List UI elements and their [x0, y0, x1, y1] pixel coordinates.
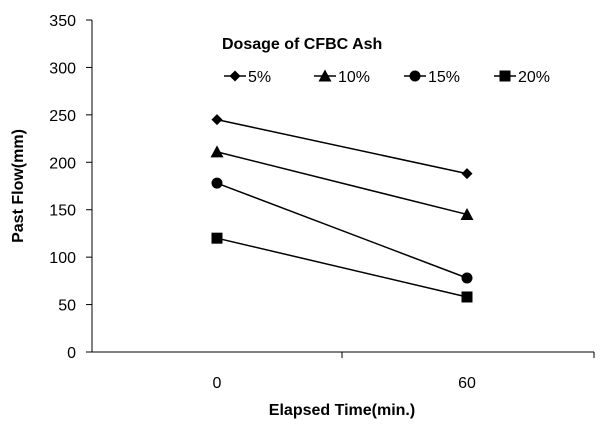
y-tick-label: 50 — [58, 298, 76, 315]
legend: Dosage of CFBC Ash 5% 10% 15% 20% — [222, 36, 550, 86]
y-tick-label: 200 — [49, 155, 76, 172]
series-line — [216, 118, 468, 175]
series-group — [210, 114, 474, 303]
x-axis-ticks: 0 60 — [213, 352, 595, 392]
data-point — [461, 272, 473, 284]
legend-label: 5% — [248, 69, 271, 86]
legend-marker — [499, 70, 511, 82]
series-line — [216, 237, 468, 298]
y-tick-label: 300 — [49, 60, 76, 77]
y-tick-label: 150 — [49, 203, 76, 220]
series-line — [216, 151, 468, 216]
legend-marker — [409, 70, 421, 82]
data-point — [211, 232, 223, 244]
data-point — [211, 177, 223, 189]
series-15pct — [211, 177, 473, 284]
legend-title: Dosage of CFBC Ash — [222, 36, 382, 53]
x-axis-title: Elapsed Time(min.) — [269, 402, 415, 419]
legend-label: 10% — [338, 69, 370, 86]
legend-label: 15% — [428, 69, 460, 86]
data-point — [460, 207, 474, 220]
x-tick-label: 0 — [213, 375, 222, 392]
y-axis-title: Past Flow(mm) — [10, 129, 27, 243]
series-20pct — [211, 232, 473, 303]
data-point — [210, 145, 224, 158]
y-tick-label: 350 — [49, 13, 76, 30]
data-point — [211, 114, 223, 126]
y-tick-label: 250 — [49, 108, 76, 125]
legend-label: 20% — [518, 69, 550, 86]
y-tick-label: 0 — [67, 345, 76, 362]
series-5pct — [211, 114, 473, 180]
x-tick-label: 60 — [458, 375, 476, 392]
series-line — [216, 182, 468, 279]
y-axis-ticks: 0 50 100 150 200 250 300 350 — [49, 13, 92, 362]
y-tick-label: 100 — [49, 250, 76, 267]
data-point — [461, 291, 473, 303]
chart-axes — [91, 20, 594, 353]
legend-marker — [318, 69, 332, 82]
data-point — [461, 168, 473, 180]
legend-marker — [229, 70, 241, 82]
series-10pct — [210, 145, 474, 220]
